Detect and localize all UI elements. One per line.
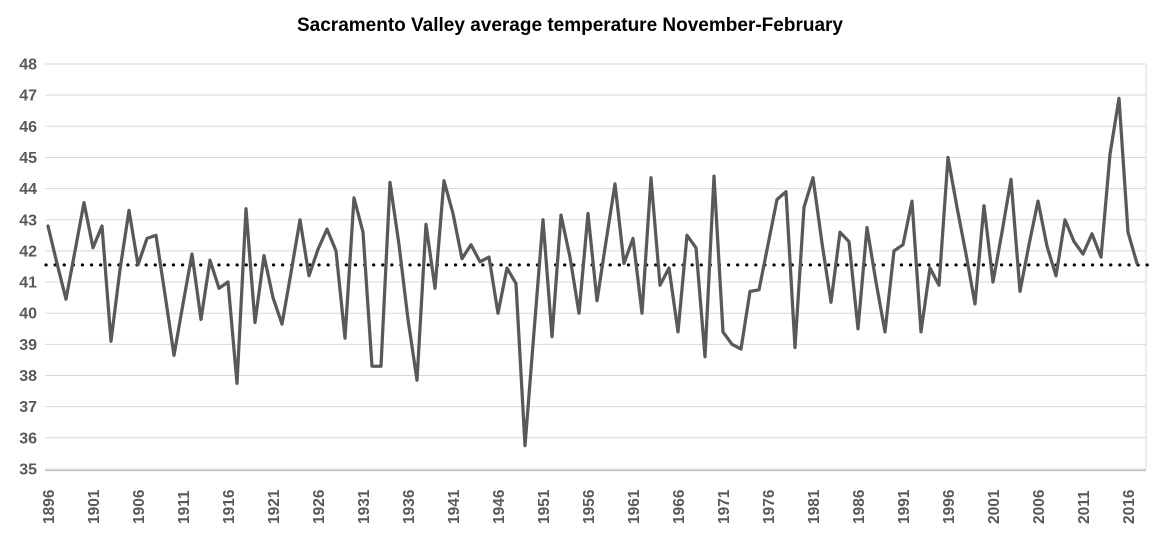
x-axis-tick-label: 1976	[761, 489, 778, 524]
y-axis-tick-label: 48	[19, 57, 37, 74]
x-axis-tick-label: 1986	[851, 489, 868, 524]
y-axis-tick-label: 46	[19, 119, 37, 136]
y-axis-tick-label: 43	[19, 212, 37, 229]
x-axis-tick-label: 1896	[41, 489, 58, 524]
x-axis-tick-label: 1971	[716, 489, 733, 524]
x-axis-labels: 1896 1901 1906 1911 1916 1921 1926 1931 1936 1941…	[41, 489, 1138, 524]
x-axis-tick-label: 2016	[1121, 489, 1138, 524]
x-axis-tick-label: 1951	[536, 489, 553, 524]
y-axis-tick-label: 39	[19, 337, 37, 354]
x-axis-tick-label: 1931	[356, 489, 373, 524]
x-axis-tick-label: 1936	[401, 489, 418, 524]
x-axis-tick-label: 1911	[176, 490, 193, 524]
x-axis-tick-label: 1996	[941, 489, 958, 524]
y-axis-tick-label: 47	[19, 88, 37, 105]
y-axis-tick-label: 40	[19, 306, 37, 323]
x-axis-tick-label: 2006	[1031, 489, 1048, 524]
chart-title: Sacramento Valley average temperature No…	[297, 15, 843, 36]
x-axis-tick-label: 1916	[221, 489, 238, 524]
y-axis-tick-label: 35	[19, 461, 37, 478]
x-axis-tick-label: 1901	[86, 489, 103, 524]
temperature-series-line	[46, 96, 1139, 448]
x-axis-tick-label: 1961	[626, 489, 643, 524]
x-axis-tick-label: 1991	[896, 489, 913, 524]
y-axis-tick-label: 41	[19, 275, 37, 292]
x-axis-tick-label: 2001	[986, 489, 1003, 524]
x-axis-tick-label: 2011	[1076, 490, 1093, 524]
x-axis-tick-label: 1966	[671, 489, 688, 524]
y-axis-tick-label: 36	[19, 430, 37, 447]
x-axis-tick-label: 1941	[446, 489, 463, 524]
y-axis-tick-label: 44	[19, 181, 37, 198]
x-axis-tick-label: 1921	[266, 489, 283, 524]
x-axis-tick-label: 1926	[311, 489, 328, 524]
x-axis-tick-label: 1946	[491, 489, 508, 524]
y-axis-tick-label: 38	[19, 368, 37, 385]
x-axis-tick-label: 1981	[806, 489, 823, 524]
y-axis-tick-label: 42	[19, 243, 37, 260]
x-axis-tick-label: 1906	[131, 489, 148, 524]
y-axis-tick-label: 37	[19, 399, 37, 416]
y-axis-tick-label: 45	[19, 150, 37, 167]
gridlines	[45, 63, 1147, 472]
x-axis-tick-label: 1956	[581, 489, 598, 524]
y-axis-labels: 48 47 46 45 44 43 42 41 40 39 38 37 36 35	[19, 57, 37, 479]
